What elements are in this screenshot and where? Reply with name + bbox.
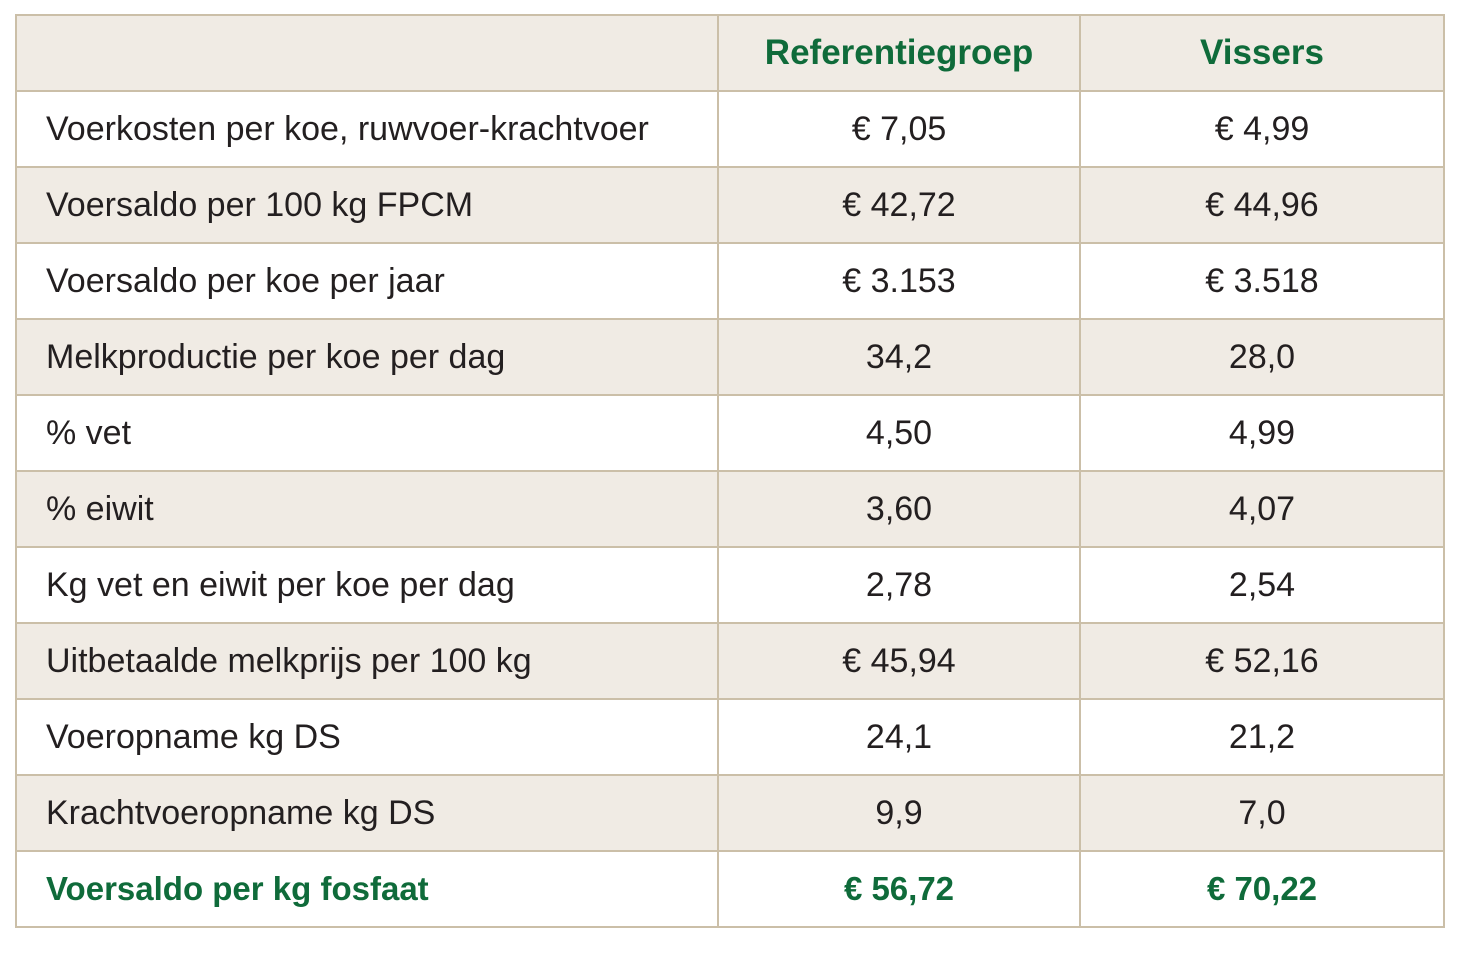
- row-label: Voersaldo per koe per jaar: [15, 242, 719, 320]
- header-vissers: Vissers: [1079, 14, 1445, 92]
- referentiegroep-value: € 3.153: [717, 242, 1081, 320]
- referentiegroep-value: 4,50: [717, 394, 1081, 472]
- row-label: Voersaldo per 100 kg FPCM: [15, 166, 719, 244]
- row-label: Uitbetaalde melkprijs per 100 kg: [15, 622, 719, 700]
- total-vissers-value: € 70,22: [1079, 850, 1445, 928]
- table-row: Krachtvoeropname kg DS 9,9 7,0: [15, 774, 1445, 852]
- total-row-label: Voersaldo per kg fosfaat: [15, 850, 719, 928]
- vissers-value: 7,0: [1079, 774, 1445, 852]
- row-label: Melkproductie per koe per dag: [15, 318, 719, 396]
- referentiegroep-value: 24,1: [717, 698, 1081, 776]
- referentiegroep-value: 2,78: [717, 546, 1081, 624]
- vissers-value: 2,54: [1079, 546, 1445, 624]
- row-label: Kg vet en eiwit per koe per dag: [15, 546, 719, 624]
- comparison-table: Referentiegroep Vissers Voerkosten per k…: [15, 14, 1445, 928]
- referentiegroep-value: € 45,94: [717, 622, 1081, 700]
- header-empty-cell: [15, 14, 719, 92]
- total-referentiegroep-value: € 56,72: [717, 850, 1081, 928]
- vissers-value: € 3.518: [1079, 242, 1445, 320]
- table-row: Voersaldo per 100 kg FPCM € 42,72 € 44,9…: [15, 166, 1445, 244]
- vissers-value: € 44,96: [1079, 166, 1445, 244]
- row-label: Voeropname kg DS: [15, 698, 719, 776]
- referentiegroep-value: 9,9: [717, 774, 1081, 852]
- row-label: Voerkosten per koe, ruwvoer-krachtvoer: [15, 90, 719, 168]
- table-row: Uitbetaalde melkprijs per 100 kg € 45,94…: [15, 622, 1445, 700]
- table-row: Voeropname kg DS 24,1 21,2: [15, 698, 1445, 776]
- table-row: Voersaldo per koe per jaar € 3.153 € 3.5…: [15, 242, 1445, 320]
- referentiegroep-value: 34,2: [717, 318, 1081, 396]
- row-label: Krachtvoeropname kg DS: [15, 774, 719, 852]
- header-row: Referentiegroep Vissers: [15, 14, 1445, 92]
- table-row: % eiwit 3,60 4,07: [15, 470, 1445, 548]
- table-row: Melkproductie per koe per dag 34,2 28,0: [15, 318, 1445, 396]
- header-referentiegroep: Referentiegroep: [717, 14, 1081, 92]
- vissers-value: 21,2: [1079, 698, 1445, 776]
- total-row: Voersaldo per kg fosfaat € 56,72 € 70,22: [15, 850, 1445, 928]
- vissers-value: 28,0: [1079, 318, 1445, 396]
- comparison-table-wrapper: Referentiegroep Vissers Voerkosten per k…: [15, 14, 1445, 928]
- referentiegroep-value: € 7,05: [717, 90, 1081, 168]
- table-row: Kg vet en eiwit per koe per dag 2,78 2,5…: [15, 546, 1445, 624]
- table-row: Voerkosten per koe, ruwvoer-krachtvoer €…: [15, 90, 1445, 168]
- row-label: % eiwit: [15, 470, 719, 548]
- row-label: % vet: [15, 394, 719, 472]
- vissers-value: € 4,99: [1079, 90, 1445, 168]
- referentiegroep-value: € 42,72: [717, 166, 1081, 244]
- vissers-value: € 52,16: [1079, 622, 1445, 700]
- vissers-value: 4,07: [1079, 470, 1445, 548]
- vissers-value: 4,99: [1079, 394, 1445, 472]
- table-row: % vet 4,50 4,99: [15, 394, 1445, 472]
- referentiegroep-value: 3,60: [717, 470, 1081, 548]
